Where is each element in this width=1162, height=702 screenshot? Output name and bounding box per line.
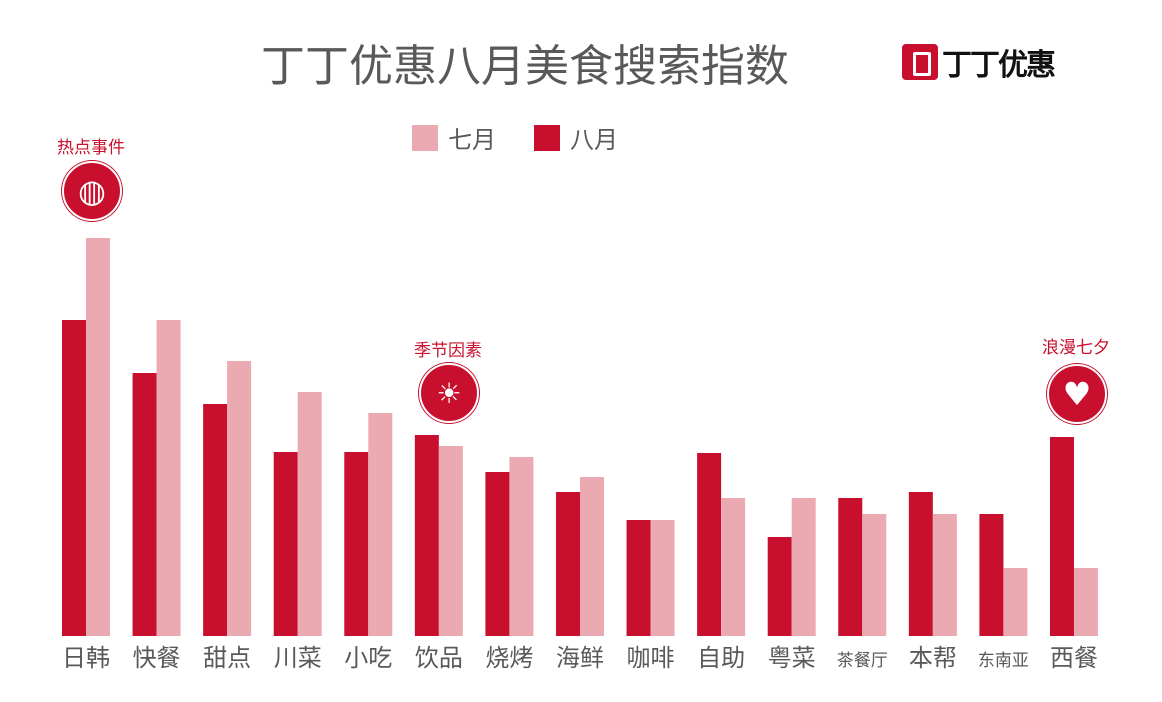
- bar-august: [414, 435, 439, 636]
- x-tick-label: 西餐: [1050, 644, 1098, 672]
- bar-august: [273, 452, 298, 636]
- bar-july: [156, 320, 181, 636]
- bar-august: [697, 453, 722, 636]
- bar-august: [1049, 437, 1074, 636]
- bar-august: [344, 452, 369, 636]
- logo-icon: [902, 44, 938, 80]
- x-tick-label: 粤菜: [768, 644, 816, 672]
- bar-august: [908, 492, 933, 636]
- heart-icon: ♥: [1047, 364, 1107, 424]
- bar-july: [650, 520, 675, 636]
- bar-july: [579, 477, 604, 636]
- annotation-label-hot-events: 热点事件: [57, 138, 125, 158]
- bar-august: [203, 404, 228, 636]
- bar-july: [368, 413, 393, 636]
- bar-july: [438, 446, 463, 636]
- bar-august: [132, 373, 157, 636]
- bar-july: [791, 498, 816, 636]
- brand-logo: 丁丁优惠: [902, 40, 1056, 84]
- bar-august: [979, 514, 1004, 636]
- x-tick-label: 川菜: [274, 644, 322, 672]
- bar-july: [932, 514, 957, 636]
- x-tick-label: 烧烤: [485, 644, 533, 672]
- bar-july: [227, 361, 252, 636]
- x-tick-label: 茶餐厅: [837, 651, 888, 671]
- bar-august: [767, 537, 792, 636]
- legend-swatch-august: [534, 124, 560, 151]
- bar-august: [626, 520, 651, 636]
- bar-july: [1003, 568, 1028, 636]
- x-tick-label: 日韩: [62, 644, 110, 672]
- bar-july: [509, 457, 534, 636]
- x-tick-label: 海鲜: [556, 644, 604, 672]
- annotation-label-qixi: 浪漫七夕: [1042, 338, 1110, 358]
- bar-july: [297, 392, 322, 636]
- legend: 七月 八月: [412, 120, 656, 155]
- chart-title: 丁丁优惠八月美食搜索指数: [261, 41, 789, 92]
- legend-label-august: 八月: [570, 126, 618, 154]
- x-tick-label: 快餐: [133, 644, 181, 672]
- logo-text: 丁丁优惠: [942, 48, 1056, 83]
- bar-august: [555, 492, 580, 636]
- bar-august: [838, 498, 863, 636]
- x-tick-label: 自助: [697, 644, 745, 672]
- bar-july: [721, 498, 746, 636]
- bar-july: [86, 238, 110, 636]
- bar-july: [862, 514, 887, 636]
- x-tick-label: 小吃: [344, 644, 392, 672]
- globe-icon: ◍: [62, 161, 122, 221]
- legend-label-july: 七月: [448, 126, 496, 154]
- x-tick-label: 本帮: [909, 644, 957, 672]
- bar-august: [485, 472, 510, 636]
- annotation-label-season: 季节因素: [414, 341, 482, 361]
- x-tick-label: 饮品: [415, 644, 463, 672]
- bar-july: [1073, 568, 1098, 636]
- x-tick-label: 咖啡: [627, 644, 675, 672]
- bar-august: [62, 320, 86, 636]
- x-tick-label: 甜点: [203, 644, 251, 672]
- legend-swatch-july: [412, 124, 438, 151]
- thermometer-sun-icon: ☀: [419, 363, 479, 423]
- x-tick-label: 东南亚: [978, 651, 1029, 671]
